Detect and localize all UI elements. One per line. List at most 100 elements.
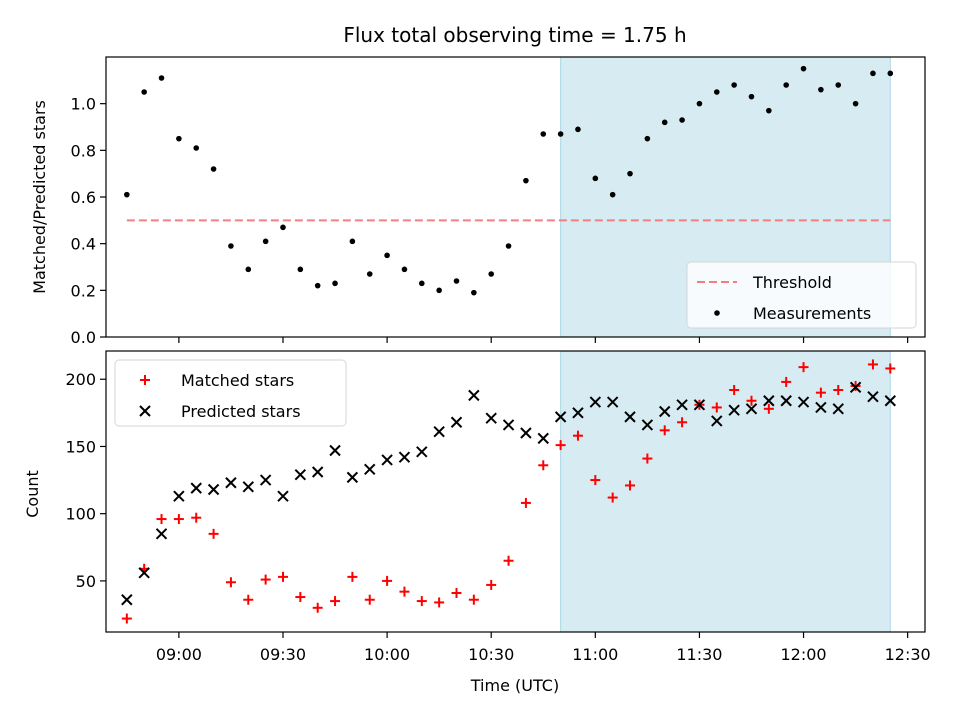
bottom-series-1-point [606, 396, 619, 408]
bottom-x-tick-label: 09:30 [260, 645, 306, 664]
top-series-0-point [262, 238, 269, 245]
top-series-0-point [557, 131, 564, 137]
bottom-series-1-point [884, 395, 897, 407]
bottom-series-1-point [763, 395, 775, 407]
bottom-series-1-point-b [207, 483, 220, 496]
bottom-series-1-point-b [433, 425, 445, 438]
top-series-0-point [835, 82, 842, 88]
bottom-series-1-point-b [832, 403, 844, 415]
bottom-x-tick-label: 10:30 [468, 645, 514, 664]
bottom-legend-label: Matched stars [181, 371, 294, 390]
top-series-0-point [453, 278, 460, 284]
top-series-0-point [176, 135, 182, 142]
bottom-series-0-point [451, 588, 462, 599]
top-series-0-point [644, 135, 651, 142]
top-legend-box [686, 261, 917, 329]
bottom-series-0-point [295, 592, 306, 603]
bottom-series-1-point-b [572, 407, 584, 419]
top-series-0-point [297, 266, 304, 273]
bottom-series-1-point-b [815, 401, 827, 414]
top-series-0-point [713, 89, 720, 95]
bottom-series-1-point [641, 419, 654, 431]
bottom-legend-swatch [140, 375, 150, 385]
top-legend-swatch [714, 310, 720, 316]
bottom-series-1-point-b [780, 395, 792, 407]
bottom-series-1-point [537, 432, 549, 445]
top-series-0-point [245, 266, 252, 273]
bottom-series-0-point [659, 425, 670, 436]
bottom-series-1-point-b [381, 454, 393, 466]
top-series-0-point [210, 166, 217, 172]
top-series-0-point [870, 70, 876, 77]
top-series-0-point [193, 145, 200, 151]
bottom-series-1-point [849, 381, 862, 394]
bottom-series-0-point [121, 613, 132, 624]
bottom-legend-swatch-b [139, 405, 151, 417]
bottom-series-0-point [312, 602, 323, 613]
bottom-series-1-point [416, 446, 428, 458]
bottom-series-1-point [815, 401, 827, 414]
top-series-0-point [818, 86, 824, 93]
bottom-x-tick-label: 10:00 [364, 645, 410, 664]
bottom-series-0-point [607, 492, 618, 503]
bottom-y-axis-label: Count [23, 470, 42, 518]
bottom-series-0-point [763, 403, 774, 414]
bottom-y-tick-label: 200 [65, 370, 96, 389]
x-axis-label: Time (UTC) [470, 676, 559, 695]
bottom-series-1-point-b [502, 419, 515, 431]
bottom-series-1-point-b [520, 427, 532, 439]
bottom-series-1-point [485, 412, 497, 424]
top-series-0-point [748, 93, 755, 100]
bottom-series-1-point-b [624, 411, 636, 423]
bottom-series-1-point-b [311, 466, 324, 478]
bottom-series-1-point-b [711, 415, 723, 427]
top-series-0-point [731, 82, 737, 88]
top-series-0-point [488, 271, 495, 277]
bottom-series-1-point-b [867, 391, 879, 403]
bottom-series-1-point-b [259, 474, 272, 486]
top-legend-label: Measurements [753, 304, 871, 323]
bottom-series-1-point [745, 403, 758, 415]
bottom-series-0-point [520, 497, 531, 508]
bottom-series-1-point-b [398, 451, 411, 463]
bottom-series-1-point-b [416, 446, 428, 458]
bottom-series-0-point [225, 577, 236, 588]
bottom-series-1-point-b [676, 399, 688, 411]
bottom-series-0-point [833, 384, 844, 395]
bottom-legend: Matched stars Predicted stars [114, 359, 347, 427]
top-series-0-point [349, 238, 356, 245]
bottom-series-1-point-b [659, 405, 671, 418]
bottom-series-1-point-b [641, 419, 654, 431]
top-series-0-point [783, 82, 789, 88]
bottom-y-tick-label: 50 [76, 572, 96, 591]
bottom-series-0-point [243, 594, 254, 605]
bottom-series-0-point [572, 430, 583, 441]
top-series-0-point [766, 107, 772, 114]
bottom-series-1-point-b [728, 404, 740, 416]
bottom-series-0-point [382, 575, 393, 586]
bottom-x-tick-label: 12:30 [885, 645, 931, 664]
bottom-series-1-point [259, 474, 272, 486]
top-series-0-point [401, 266, 408, 273]
top-series-0-point [384, 252, 390, 259]
bottom-series-1-point [433, 425, 445, 438]
top-y-tick-label: 0.8 [71, 141, 96, 160]
bottom-series-1-point [450, 416, 463, 428]
bottom-series-1-point-b [294, 468, 307, 481]
bottom-series-0-point [156, 514, 167, 525]
bottom-series-1-point [502, 419, 515, 431]
bottom-series-1-point-b [225, 477, 237, 489]
bottom-series-0-point [468, 594, 479, 605]
bottom-series-0-point [815, 387, 826, 398]
bottom-series-0-point [677, 417, 688, 428]
bottom-series-0-point [538, 460, 549, 471]
bottom-series-1-point [155, 528, 168, 540]
top-series-0-point [280, 224, 286, 231]
bottom-series-0-point [399, 586, 410, 597]
bottom-series-1-point [468, 389, 480, 402]
top-series-0-point [627, 170, 633, 177]
bottom-series-0-point [781, 376, 792, 387]
bottom-series-1-point-b [450, 416, 463, 428]
top-series-0-point [575, 126, 581, 133]
